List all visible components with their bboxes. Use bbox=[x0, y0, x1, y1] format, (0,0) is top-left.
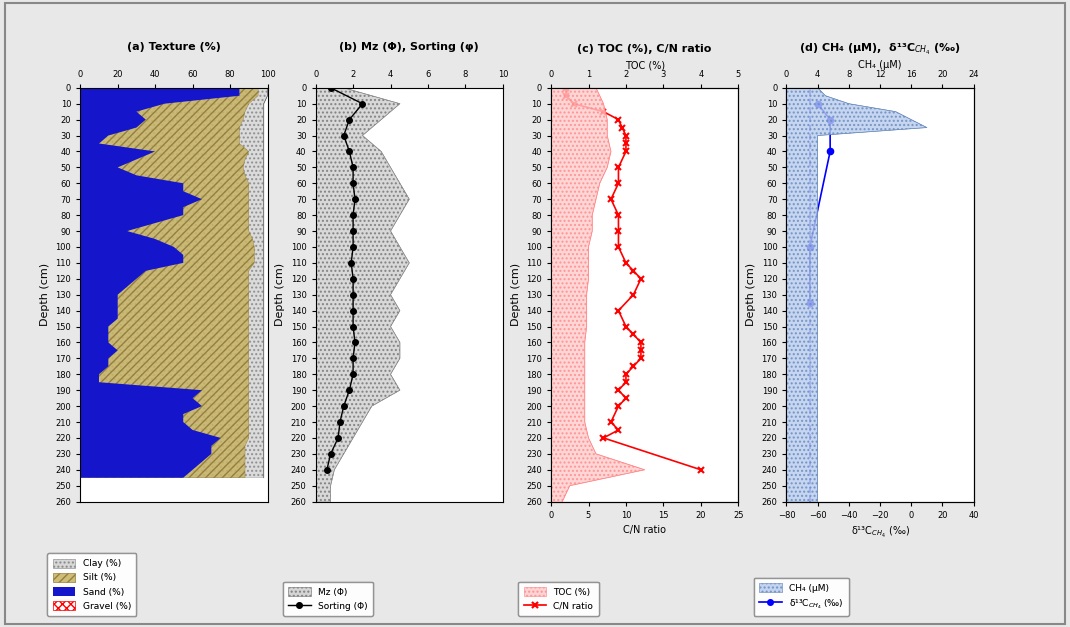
X-axis label: TOC (%): TOC (%) bbox=[625, 60, 664, 70]
Title: (a) Texture (%): (a) Texture (%) bbox=[127, 42, 220, 52]
Legend: Mz (Φ), Sorting (Φ): Mz (Φ), Sorting (Φ) bbox=[282, 581, 373, 616]
Y-axis label: Depth (cm): Depth (cm) bbox=[275, 263, 286, 326]
Title: (c) TOC (%), C/N ratio: (c) TOC (%), C/N ratio bbox=[578, 44, 712, 54]
Y-axis label: Depth (cm): Depth (cm) bbox=[746, 263, 756, 326]
Title: (b) Mz (Φ), Sorting (φ): (b) Mz (Φ), Sorting (φ) bbox=[339, 42, 479, 52]
X-axis label: CH₄ (μM): CH₄ (μM) bbox=[858, 60, 902, 70]
X-axis label: δ¹³C$_{CH_4}$ (‰): δ¹³C$_{CH_4}$ (‰) bbox=[851, 525, 910, 540]
Y-axis label: Depth (cm): Depth (cm) bbox=[40, 263, 50, 326]
Y-axis label: Depth (cm): Depth (cm) bbox=[510, 263, 521, 326]
Legend: CH₄ (μM), δ¹³C$_{CH_4}$ (‰): CH₄ (μM), δ¹³C$_{CH_4}$ (‰) bbox=[753, 577, 849, 616]
Title: (d) CH₄ (μM),  δ¹³C$_{{CH_4}}$ (‰): (d) CH₄ (μM), δ¹³C$_{{CH_4}}$ (‰) bbox=[799, 41, 961, 56]
X-axis label: C/N ratio: C/N ratio bbox=[623, 525, 667, 535]
Legend: Clay (%), Silt (%), Sand (%), Gravel (%): Clay (%), Silt (%), Sand (%), Gravel (%) bbox=[47, 553, 136, 616]
Legend: TOC (%), C/N ratio: TOC (%), C/N ratio bbox=[518, 581, 598, 616]
